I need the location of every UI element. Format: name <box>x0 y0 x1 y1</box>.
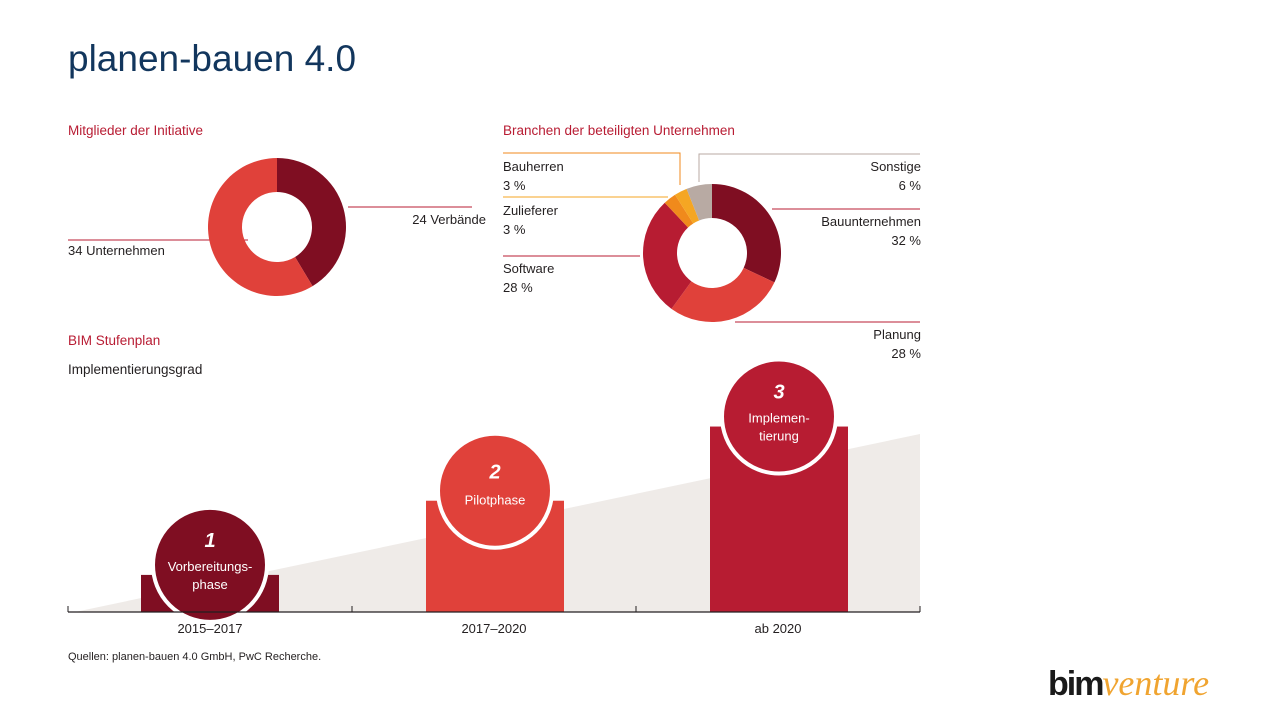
stage-number-3: 3 <box>773 382 784 404</box>
bimventure-logo: bimventure <box>1048 662 1209 704</box>
industries-slice-bauunternehmen <box>712 184 782 283</box>
stage-label-1-line1: Vorbereitungs- <box>168 559 253 574</box>
stage-label-1-line2: phase <box>192 577 227 592</box>
stage-label-3-line2: tierung <box>759 429 799 444</box>
label-planung: Planung 28 % <box>780 325 921 363</box>
label-zulieferer-value: 3 % <box>503 222 526 237</box>
label-bauherren-value: 3 % <box>503 178 526 193</box>
members-slice-34-unternehmen <box>208 158 313 296</box>
label-sonstige-name: Sonstige <box>870 159 921 174</box>
label-bauherren: Bauherren 3 % <box>503 157 564 195</box>
stage-number-2: 2 <box>488 462 500 484</box>
industries-slice-planung <box>671 267 775 322</box>
label-software: Software 28 % <box>503 259 554 297</box>
logo-venture: venture <box>1102 663 1210 703</box>
logo-bim: bim <box>1048 665 1104 703</box>
source-note: Quellen: planen-bauen 4.0 GmbH, PwC Rech… <box>68 651 322 663</box>
industries-slice-sonstige <box>686 184 712 221</box>
page-title: planen-bauen 4.0 <box>68 38 357 79</box>
label-bauunternehmen: Bauunternehmen 32 % <box>780 212 921 250</box>
members-donut <box>208 158 347 296</box>
label-planung-name: Planung <box>873 327 921 342</box>
tick-label-ab-2020: ab 2020 <box>754 621 802 636</box>
label-bauunternehmen-value: 32 % <box>891 233 921 248</box>
industries-slice-bauherren <box>675 188 700 224</box>
label-verbaende: 24 Verbände <box>412 212 486 227</box>
tick-label-2017-2020: 2017–2020 <box>461 621 527 636</box>
label-zulieferer-name: Zulieferer <box>503 203 558 218</box>
stufenplan-ylabel: Implementierungsgrad <box>68 362 203 377</box>
industries-donut <box>642 184 782 322</box>
label-bauunternehmen-name: Bauunternehmen <box>821 214 921 229</box>
industries-chart-title: Branchen der beteiligten Unternehmen <box>503 123 735 138</box>
stage-number-1: 1 <box>204 530 215 552</box>
label-sonstige: Sonstige 6 % <box>780 157 921 195</box>
stage-circle-2 <box>436 431 554 550</box>
label-software-name: Software <box>503 261 555 276</box>
leader-line-bauherren <box>503 152 681 185</box>
stage-label-3-line1: Implemen- <box>748 411 809 426</box>
stage-circle-3 <box>720 357 838 476</box>
industries-slice-zulieferer <box>664 194 694 228</box>
leader-line-sonstige <box>698 153 920 182</box>
label-planung-value: 28 % <box>891 346 921 361</box>
label-unternehmen: 34 Unternehmen <box>68 243 165 258</box>
stage-circle-1 <box>151 505 269 624</box>
stage-label-2-line1: Pilotphase <box>465 493 526 508</box>
tick-label-2015-2017: 2015–2017 <box>177 621 243 636</box>
members-slice-24-verbände <box>277 158 347 287</box>
industries-slice-software <box>642 202 692 309</box>
label-bauherren-name: Bauherren <box>503 159 564 174</box>
label-software-value: 28 % <box>503 280 533 295</box>
label-sonstige-value: 6 % <box>898 178 921 193</box>
label-zulieferer: Zulieferer 3 % <box>503 201 558 239</box>
stufenplan-title: BIM Stufenplan <box>68 333 161 348</box>
members-chart-title: Mitglieder der Initiative <box>68 123 204 138</box>
